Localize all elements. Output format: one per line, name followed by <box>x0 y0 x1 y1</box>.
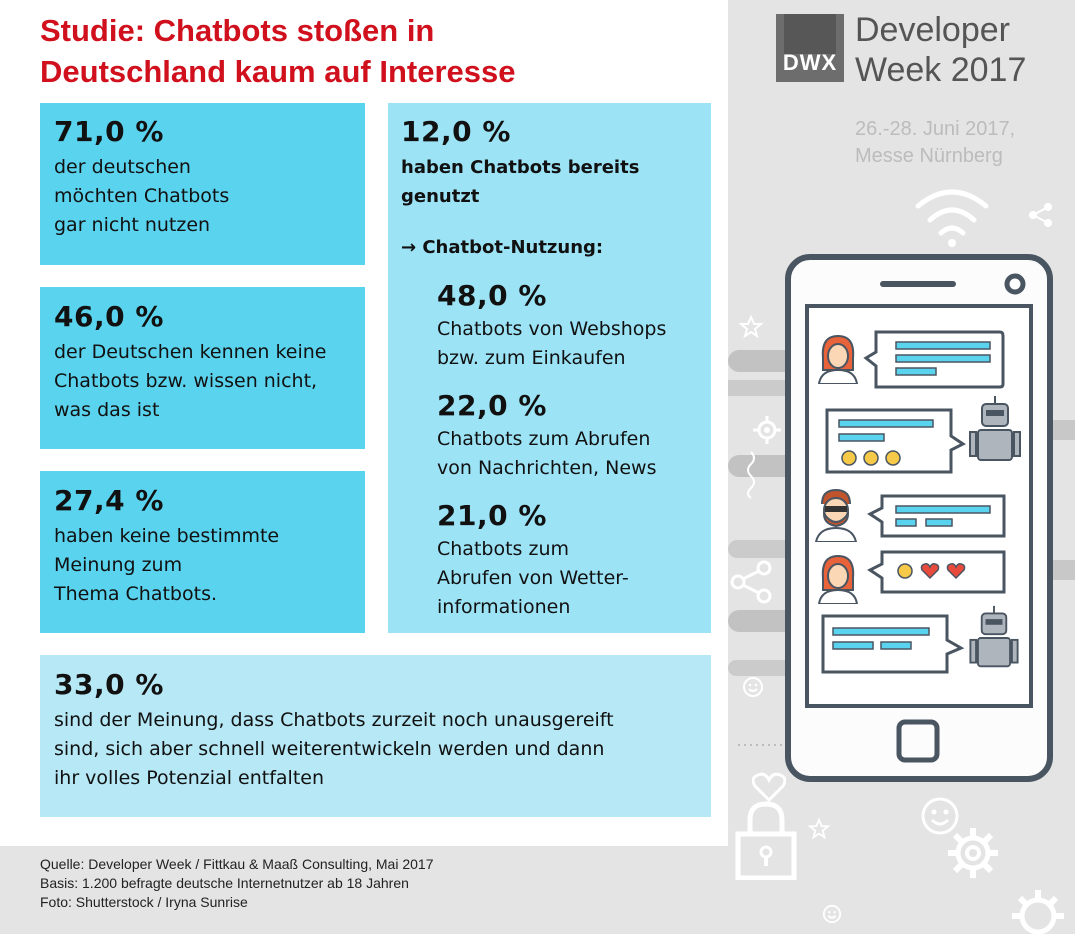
desc-line: gar nicht nutzen <box>54 214 211 236</box>
desc-line: sind der Meinung, dass Chatbots zurzeit … <box>54 709 614 731</box>
stat-percent: 12,0 % <box>401 115 511 148</box>
desc-line: Chatbots zum Abrufen <box>437 428 651 450</box>
desc-line: möchten Chatbots <box>54 185 230 207</box>
chat-bubble <box>825 408 966 474</box>
woman-avatar-icon <box>817 554 859 604</box>
desc-line: bzw. zum Einkaufen <box>437 347 626 369</box>
wifi-icon <box>915 189 989 247</box>
chat-bubble <box>821 614 965 674</box>
desc-line: haben keine bestimmte <box>54 525 280 547</box>
stat-description: haben Chatbots bereits genutzt <box>401 153 639 211</box>
usage-percent: 21,0 % <box>437 499 547 532</box>
basis-line: Basis: 1.200 befragte deutsche Internetn… <box>40 875 409 891</box>
event-details: 26.-28. Juni 2017, Messe Nürnberg <box>855 116 1015 170</box>
desc-line: sind, sich aber schnell weiterentwickeln… <box>54 738 605 760</box>
desc-line: was das ist <box>54 399 160 421</box>
desc-line: der deutschen <box>54 156 191 178</box>
heart-reaction-icon <box>920 563 940 580</box>
stat-description: der deutschen möchten Chatbots gar nicht… <box>54 153 229 240</box>
usage-percent: 22,0 % <box>437 389 547 422</box>
emoji-smile-icon <box>897 563 913 579</box>
usage-description: Chatbots von Webshops bzw. zum Einkaufen <box>437 315 666 373</box>
stat-box-used <box>388 103 711 633</box>
smiley-icon <box>822 904 842 924</box>
desc-line: Chatbots von Webshops <box>437 318 667 340</box>
star-icon <box>739 315 763 339</box>
stat-description: der Deutschen kennen keine Chatbots bzw.… <box>54 338 326 425</box>
chat-bubble <box>867 494 1006 538</box>
stat-percent: 71,0 % <box>54 115 164 148</box>
usage-percent: 48,0 % <box>437 279 547 312</box>
heart-reaction-icon <box>946 563 966 580</box>
home-button-icon <box>899 722 937 760</box>
usage-heading: → Chatbot-Nutzung: <box>401 237 604 258</box>
stat-percent: 27,4 % <box>54 484 164 517</box>
chat-bubble <box>863 330 1005 389</box>
title-line-1: Studie: Chatbots stoßen in <box>40 13 435 48</box>
desc-line: Thema Chatbots. <box>54 583 218 605</box>
desc-line: Chatbots bzw. wissen nicht, <box>54 370 318 392</box>
desc-line: genutzt <box>401 186 480 207</box>
padlock-icon <box>735 801 797 880</box>
stat-box-no-opinion <box>40 471 365 633</box>
desc-line: der Deutschen kennen keine <box>54 341 327 363</box>
desc-line: Chatbots zum <box>437 538 569 560</box>
stat-box-unknown <box>40 287 365 449</box>
wave-icon <box>747 451 755 499</box>
desc-line: haben Chatbots bereits <box>401 157 640 178</box>
smiley-icon <box>921 797 959 835</box>
robot-avatar-icon <box>969 396 1021 461</box>
heart-icon <box>752 772 786 802</box>
gear-icon <box>1012 890 1064 934</box>
robot-avatar-icon <box>969 605 1019 668</box>
desc-line: Meinung zum <box>54 554 183 576</box>
title-line-2: Deutschland kaum auf Interesse <box>40 54 516 89</box>
source-line: Quelle: Developer Week / Fittkau & Maaß … <box>40 856 434 872</box>
woman-avatar-icon <box>817 334 859 384</box>
event-title-line: Developer <box>855 11 1010 49</box>
camera-icon <box>1007 276 1023 292</box>
smiley-icon <box>743 677 763 697</box>
dwx-logo: DWX <box>776 14 844 82</box>
gear-icon <box>948 828 998 878</box>
logo-mark: DWX <box>782 50 838 75</box>
source-notes: Quelle: Developer Week / Fittkau & Maaß … <box>40 855 433 912</box>
stat-box-no-use <box>40 103 365 265</box>
desc-line: von Nachrichten, News <box>437 457 657 479</box>
photo-credit-line: Foto: Shutterstock / Iryna Sunrise <box>40 894 248 910</box>
desc-line: Abrufen von Wetter- <box>437 567 629 589</box>
event-date: 26.-28. Juni 2017, <box>855 118 1016 140</box>
share-icon <box>730 560 772 604</box>
stat-percent: 33,0 % <box>54 668 164 701</box>
bottom-band <box>0 846 728 934</box>
event-title: Developer Week 2017 <box>855 10 1026 90</box>
stat-percent: 46,0 % <box>54 300 164 333</box>
star-icon <box>808 818 830 840</box>
page-title: Studie: Chatbots stoßen in Deutschland k… <box>40 10 720 92</box>
event-title-line: Week 2017 <box>855 51 1027 89</box>
usage-description: Chatbots zum Abrufen von Wetter- informa… <box>437 535 629 622</box>
desc-line: informationen <box>437 596 571 618</box>
stat-description: haben keine bestimmte Meinung zum Thema … <box>54 522 279 609</box>
share-icon <box>1029 203 1052 227</box>
gear-icon <box>753 416 781 444</box>
bearded-man-avatar-icon <box>814 488 858 542</box>
usage-description: Chatbots zum Abrufen von Nachrichten, Ne… <box>437 425 656 483</box>
stat-box-immature <box>40 655 711 817</box>
event-location: Messe Nürnberg <box>855 145 1003 167</box>
desc-line: ihr volles Potenzial entfalten <box>54 767 324 789</box>
stat-description: sind der Meinung, dass Chatbots zurzeit … <box>54 706 614 793</box>
